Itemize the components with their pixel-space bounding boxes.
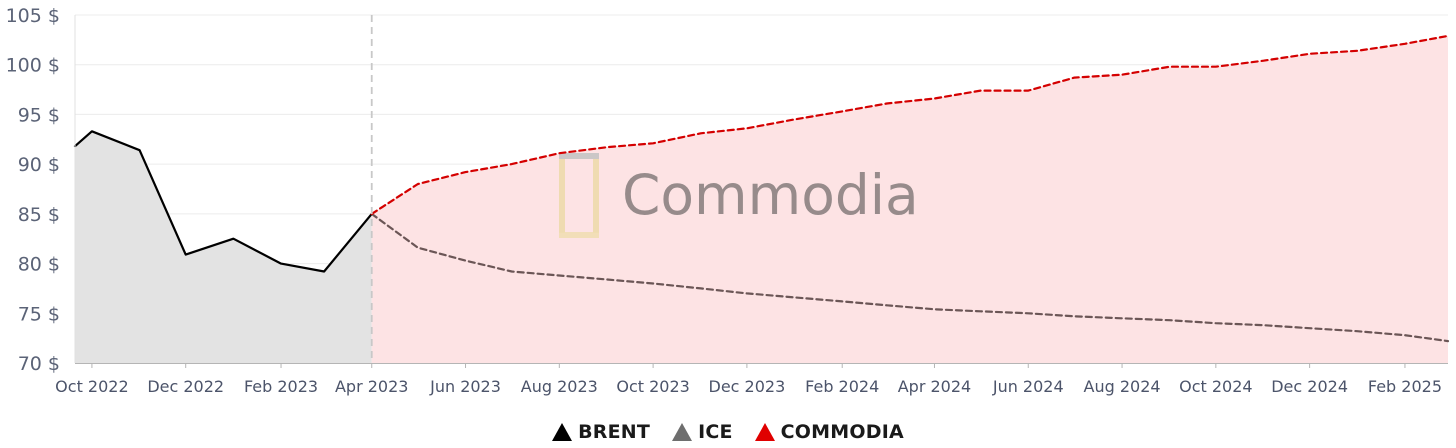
brent-line [73,130,373,273]
y-tick-label: 100 $ [6,55,60,77]
commodia-line [370,34,1450,215]
legend-label-brent: BRENT [578,421,651,443]
y-tick-label: 70 $ [18,353,60,375]
legend-item-brent[interactable]: BRENT [552,421,650,443]
x-tick-label: Oct 2024 [1179,377,1252,396]
commodia-logo-icon [559,153,599,238]
x-tick-label: Aug 2024 [1084,377,1161,396]
commodia-area [371,35,1449,364]
x-tick-label: Dec 2022 [147,377,224,396]
legend: BRENT ICE COMMODIA [0,418,1456,446]
legend-label-ice: ICE [698,421,733,443]
series-lines [73,34,1450,343]
legend-item-commodia[interactable]: COMMODIA [754,421,904,443]
y-tick-label: 90 $ [18,154,60,176]
triangle-icon [754,423,775,441]
x-tick-label: Oct 2023 [616,377,689,396]
commodia-watermark: Commodia [559,153,919,238]
y-tick-label: 85 $ [18,204,60,226]
x-tick-label: Dec 2023 [709,377,786,396]
watermark-text: Commodia [622,163,919,227]
y-tick-label: 75 $ [18,303,60,325]
area-fills [75,35,1449,364]
x-tick-label: Oct 2022 [55,377,128,396]
y-tick-label: 80 $ [18,254,60,276]
x-tick-label: Feb 2024 [805,377,879,396]
legend-label-commodia: COMMODIA [780,421,904,443]
x-tick-label: Apr 2024 [898,377,971,396]
x-tick-label: Jun 2024 [992,377,1064,396]
x-tick-label: Jun 2023 [429,377,501,396]
x-tick-label: Feb 2025 [1368,377,1442,396]
x-tick-label: Apr 2023 [335,377,408,396]
x-tick-label: Aug 2023 [521,377,598,396]
triangle-icon [672,423,693,441]
ice-line [370,212,1450,343]
y-tick-label: 105 $ [6,5,60,27]
x-tick-label: Feb 2023 [244,377,318,396]
price-chart: Commodia 105 $ 100 $ 95 $ 90 $ 85 $ 80 $ 75 $ 7… [6,5,1450,396]
brent-area [75,131,372,363]
legend-item-ice[interactable]: ICE [672,421,733,443]
axes: 105 $ 100 $ 95 $ 90 $ 85 $ 80 $ 75 $ 70 $ Oct 20… [6,5,1448,396]
x-tick-label: Dec 2024 [1271,377,1348,396]
y-tick-label: 95 $ [18,104,60,126]
triangle-icon [552,423,573,441]
